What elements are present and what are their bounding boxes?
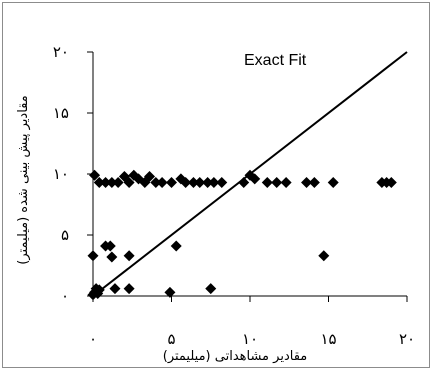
data-point	[104, 240, 116, 252]
x-tick-label: ۲۰	[399, 330, 415, 348]
x-tick-label: ۱۰	[242, 330, 258, 348]
data-point	[187, 177, 199, 189]
x-tick-label: ۱۵	[320, 330, 336, 348]
data-point	[112, 177, 124, 189]
data-point	[385, 177, 397, 189]
data-point	[327, 177, 339, 189]
data-point	[123, 283, 135, 295]
data-point	[144, 170, 156, 182]
data-point	[166, 177, 177, 189]
data-point	[106, 177, 118, 189]
tick-labels: ۰ ۵ ۱۰ ۱۵ ۲۰ ۰ ۵ ۱۰ ۱۵ ۲۰	[53, 43, 415, 348]
data-point	[208, 177, 220, 189]
x-tick-label: ۰	[89, 330, 97, 348]
data-point	[106, 251, 118, 263]
data-point	[93, 177, 105, 189]
data-point	[249, 173, 261, 185]
data-points	[87, 169, 397, 301]
data-point	[170, 240, 182, 252]
y-tick-label: ۲۰	[53, 43, 69, 61]
y-tick-label: ۱۰	[53, 165, 69, 183]
data-point	[301, 177, 313, 189]
y-axis-title: مقادیر پیش بینی شده (میلیمتر)	[16, 95, 31, 264]
data-point	[308, 177, 320, 189]
data-point	[164, 286, 176, 298]
y-tick-label: ۵	[61, 226, 69, 244]
ticks	[87, 51, 408, 302]
x-tick-label: ۵	[167, 330, 175, 348]
data-point	[87, 250, 99, 262]
data-point	[238, 177, 250, 189]
data-point	[216, 177, 228, 189]
data-point	[205, 283, 217, 295]
data-point	[123, 177, 135, 189]
data-point	[271, 177, 283, 189]
data-point	[261, 177, 273, 189]
y-tick-label: ۱۵	[53, 104, 69, 122]
data-point	[280, 177, 292, 189]
exact-fit-annotation: Exact Fit	[244, 52, 307, 69]
data-point	[156, 177, 168, 189]
y-tick-label: ۰	[61, 287, 69, 305]
data-point	[123, 250, 135, 262]
data-point	[93, 284, 105, 296]
data-point	[109, 283, 121, 295]
data-point	[202, 177, 214, 189]
x-axis-title: مقادیر مشاهداتی (میلیمتر)	[163, 349, 307, 364]
data-point	[89, 169, 101, 181]
data-point	[318, 250, 330, 262]
data-point	[100, 177, 112, 189]
data-point	[150, 177, 162, 189]
data-point	[194, 177, 206, 189]
data-point	[180, 177, 192, 189]
